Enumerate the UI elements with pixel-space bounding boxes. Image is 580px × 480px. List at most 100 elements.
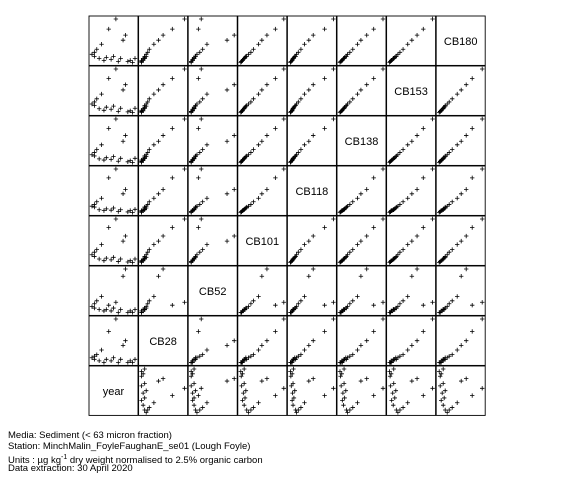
scatter-point (224, 378, 230, 384)
scatter-point (459, 343, 464, 348)
scatter-point (302, 42, 307, 47)
variable-label: CB138 (345, 136, 379, 148)
scatter-point (96, 207, 102, 212)
scatter-point (256, 142, 261, 148)
scatter-point (350, 47, 355, 52)
scatter-point (355, 196, 360, 201)
scatter-point (450, 199, 455, 204)
scatter-point (170, 126, 175, 131)
scatter-point (251, 298, 256, 304)
scatter-point (170, 76, 175, 81)
panel-4-5 (336, 215, 387, 266)
scatter-point (387, 160, 392, 165)
scatter-point (199, 116, 204, 122)
panel-6-3 (237, 315, 288, 366)
scatter-point (147, 147, 152, 152)
panel-6-4 (286, 315, 337, 366)
scatter-point (99, 91, 104, 97)
scatter-point (111, 355, 116, 360)
scatter-point (350, 352, 355, 357)
scatter-point (459, 191, 464, 196)
scatter-point (111, 103, 116, 109)
panel-frame (187, 365, 238, 416)
scatter-point (311, 338, 316, 343)
scatter-point (440, 390, 445, 396)
scatter-point (199, 316, 204, 322)
scatter-point (464, 338, 469, 343)
scatter-point (322, 329, 327, 334)
scatter-point (111, 305, 116, 311)
scatter-point (298, 298, 304, 304)
scatter-point (132, 307, 138, 312)
scatter-point (108, 257, 114, 263)
scatter-point (238, 360, 243, 365)
scatter-point (128, 108, 133, 114)
scatter-point (156, 274, 161, 279)
scatter-point (380, 386, 386, 391)
panel-frame (187, 65, 238, 116)
scatter-point (101, 108, 107, 113)
scatter-point (288, 260, 293, 265)
panel-0-3 (237, 15, 288, 66)
scatter-point (106, 26, 111, 32)
scatter-point (224, 37, 230, 43)
scatter-point (371, 225, 376, 230)
panel-frame (336, 215, 387, 266)
scatter-point (371, 302, 376, 308)
scatter-point (108, 308, 114, 314)
scatter-point (347, 202, 353, 207)
scatter-point (296, 150, 301, 155)
scatter-point (439, 398, 444, 403)
scatter-point (241, 156, 247, 161)
scatter-point (139, 260, 144, 265)
scatter-point (430, 300, 435, 305)
scatter-point (94, 96, 99, 102)
scatter-point (355, 294, 360, 299)
panel-5-6 (386, 265, 437, 316)
scatter-point (89, 152, 95, 157)
scatter-point (441, 307, 446, 312)
scatter-point (104, 307, 109, 312)
scatter-point (397, 150, 403, 155)
scatter-point (120, 87, 126, 93)
scatter-point (151, 91, 157, 97)
scatter-point (421, 393, 426, 398)
scatter-point (441, 402, 446, 408)
panel-frame (138, 315, 189, 366)
panel-0-6 (386, 15, 437, 66)
scatter-point (106, 175, 111, 181)
panel-frame (88, 365, 139, 416)
scatter-point (350, 247, 355, 252)
scatter-point (156, 87, 161, 93)
scatter-point (441, 357, 446, 362)
scatter-point (331, 216, 336, 222)
scatter-point (196, 26, 201, 32)
scatter-point (132, 106, 138, 111)
scatter-point (391, 207, 396, 212)
scatter-point (232, 187, 237, 192)
panel-5-4 (286, 265, 337, 316)
scatter-point (120, 37, 126, 43)
scatter-point (273, 126, 278, 131)
scatter-point (337, 60, 343, 65)
caption-units-suffix: dry weight normalised to 2.5% organic ca… (67, 455, 263, 467)
scatter-point (89, 304, 95, 309)
scatter-point (306, 343, 312, 348)
scatter-point (421, 175, 426, 181)
scatter-point (380, 16, 386, 22)
scatter-point (388, 383, 393, 389)
caption-units: Units : µg kg-1 dry weight normalised to… (8, 452, 263, 466)
scatter-point (123, 32, 128, 38)
panel-2-6 (386, 115, 437, 166)
scatter-point (147, 47, 152, 52)
variable-label: year (103, 386, 125, 398)
scatter-point (104, 155, 109, 160)
scatter-point (437, 310, 442, 315)
scatter-point (405, 294, 410, 299)
scatter-point (147, 96, 152, 102)
scatter-point (224, 238, 230, 244)
scatter-point (443, 388, 448, 393)
panel-2-1 (138, 115, 189, 166)
scatter-point (199, 16, 204, 22)
scatter-point (197, 50, 202, 55)
